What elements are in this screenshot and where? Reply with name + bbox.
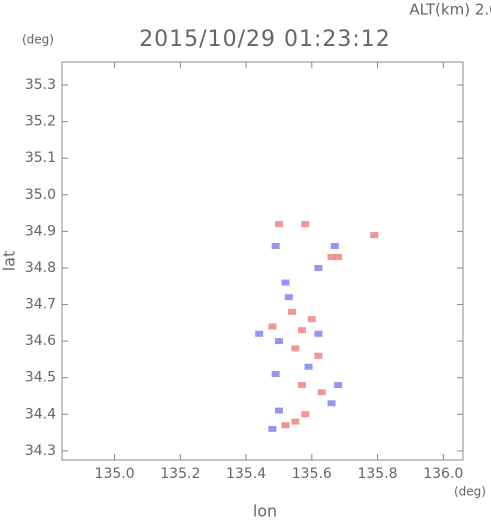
y-unit: (deg): [22, 33, 54, 47]
point: [334, 253, 343, 260]
x-tick-label: 135.2: [160, 466, 200, 482]
point: [317, 389, 326, 396]
point: [370, 232, 379, 239]
plot-frame: [61, 61, 464, 461]
x-tick-label: 135.0: [95, 466, 135, 482]
point: [284, 294, 293, 301]
point: [281, 279, 290, 286]
point: [271, 371, 280, 378]
x-tick-label: 135.4: [226, 466, 266, 482]
point: [330, 243, 339, 250]
x-tick-label: 135.8: [357, 466, 397, 482]
point: [268, 323, 277, 330]
x-unit: (deg): [454, 485, 486, 499]
point: [301, 221, 310, 228]
y-tick-label: 35.2: [25, 114, 56, 130]
x-axis-label: lon: [253, 502, 277, 521]
point: [291, 345, 300, 352]
point: [297, 327, 306, 334]
y-tick-label: 34.4: [25, 406, 56, 422]
point: [274, 221, 283, 228]
point: [274, 338, 283, 345]
y-tick-label: 34.3: [25, 443, 56, 459]
point: [327, 253, 336, 260]
point: [297, 382, 306, 389]
point: [327, 400, 336, 407]
point: [314, 264, 323, 271]
y-axis-label: lat: [0, 251, 19, 272]
chart-title: 2015/10/29 01:23:12: [139, 27, 391, 52]
point: [304, 363, 313, 370]
point: [307, 316, 316, 323]
point: [271, 243, 280, 250]
point: [288, 308, 297, 315]
point: [301, 411, 310, 418]
y-tick-label: 34.9: [25, 223, 56, 239]
point: [314, 352, 323, 359]
x-tick-label: 135.6: [292, 466, 332, 482]
chart-subtitle: ALT(km) 2.0: [409, 1, 491, 19]
point: [281, 422, 290, 429]
y-tick-label: 34.8: [25, 260, 56, 276]
point: [274, 407, 283, 414]
x-tick-label: 136.0: [423, 466, 463, 482]
y-tick-label: 34.6: [25, 333, 56, 349]
point: [314, 330, 323, 337]
point: [268, 425, 277, 432]
y-tick-label: 35.0: [25, 187, 56, 203]
y-tick-label: 34.7: [25, 297, 56, 313]
y-tick-label: 35.3: [25, 77, 56, 93]
y-tick-label: 34.5: [25, 370, 56, 386]
y-tick-label: 35.1: [25, 150, 56, 166]
point: [334, 382, 343, 389]
point: [291, 418, 300, 425]
point: [255, 330, 264, 337]
